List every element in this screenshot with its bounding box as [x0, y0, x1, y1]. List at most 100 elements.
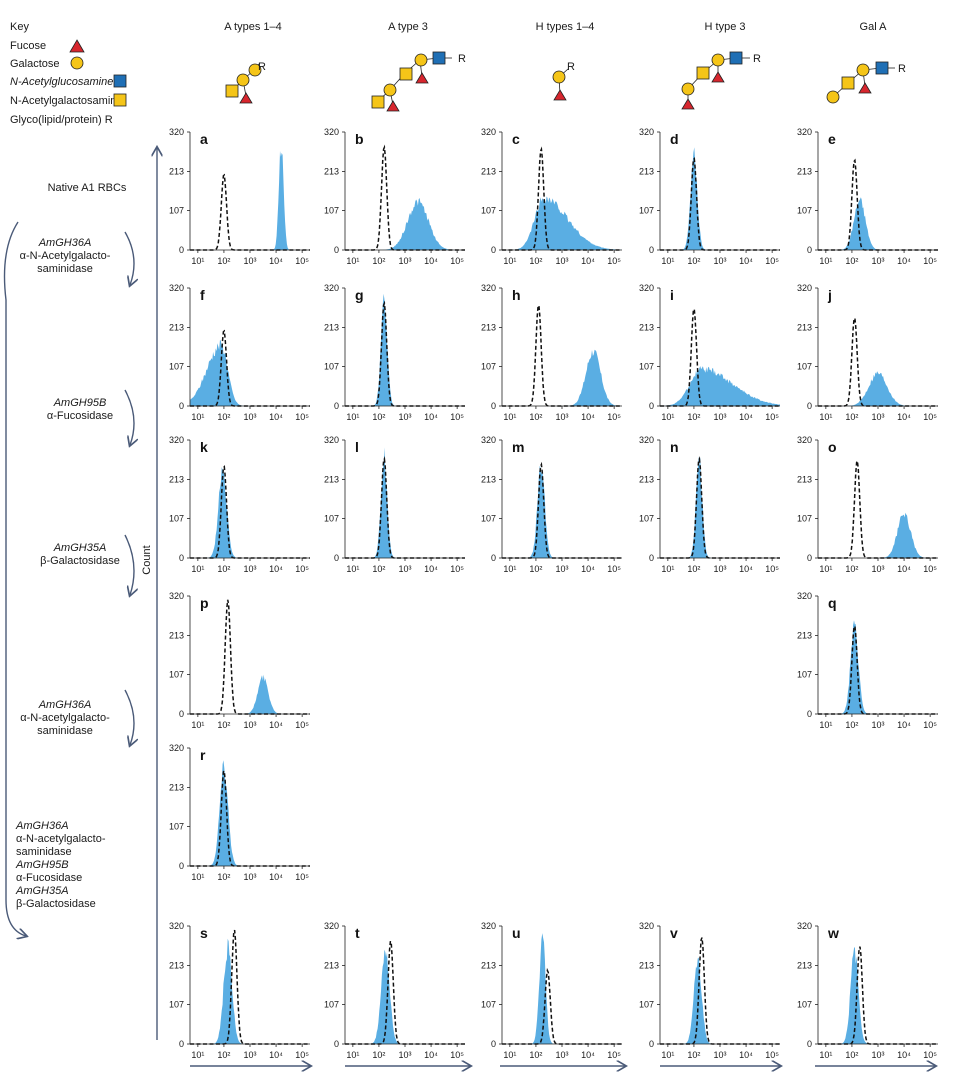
- panel-letter: a: [200, 131, 208, 147]
- row-label-amgh35a-activity: β-Galactosidase: [40, 555, 120, 567]
- x-tick-label: 10⁴: [739, 564, 753, 574]
- x-tick-label: 10¹: [503, 564, 516, 574]
- sample-histogram: [502, 196, 622, 250]
- x-tick-label: 10⁵: [607, 412, 621, 422]
- x-tick-label: 10²: [372, 1050, 385, 1060]
- x-tick-label: 10⁵: [295, 256, 309, 266]
- galnac-icon: [225, 84, 239, 98]
- control-histogram: [345, 300, 465, 407]
- x-tick-label: 10¹: [661, 412, 674, 422]
- x-tick-label: 10³: [871, 720, 884, 730]
- y-tick-label: 0: [179, 709, 184, 719]
- y-tick-label: 107: [324, 1000, 339, 1010]
- step-arrow: [124, 231, 134, 285]
- x-tick-label: 10⁵: [923, 256, 937, 266]
- y-tick-label: 320: [481, 283, 496, 293]
- x-tick-label: 10⁵: [923, 564, 937, 574]
- panel-letter: d: [670, 131, 679, 147]
- y-tick-label: 107: [169, 206, 184, 216]
- glycan-a-type3: [371, 51, 452, 112]
- y-tick-label: 213: [797, 474, 812, 484]
- y-tick-label: 107: [324, 206, 339, 216]
- control-histogram: [190, 929, 310, 1045]
- y-tick-label: 213: [639, 166, 654, 176]
- y-tick-label: 0: [334, 1039, 339, 1049]
- sample-histogram: [345, 293, 465, 406]
- x-tick-label: 10⁵: [765, 412, 779, 422]
- x-tick-label: 10⁵: [450, 564, 464, 574]
- y-tick-label: 213: [481, 474, 496, 484]
- y-tick-label: 320: [639, 283, 654, 293]
- row-label-combo-1: AmGH36A: [15, 820, 69, 832]
- histogram-panel-e: 0 107 213 320 10¹ 10² 10³ 10⁴ 10⁵ e: [797, 127, 938, 266]
- x-tick-label: 10³: [871, 256, 884, 266]
- x-tick-label: 10¹: [191, 564, 204, 574]
- step-arrow: [124, 689, 134, 745]
- x-tick-label: 10⁵: [295, 872, 309, 882]
- y-tick-label: 320: [324, 435, 339, 445]
- panel-letter: j: [827, 287, 832, 303]
- row-label-amgh36a-activity-cont: saminidase: [37, 263, 93, 275]
- x-tick-label: 10⁴: [269, 256, 283, 266]
- glycan-r-label: R: [258, 61, 266, 73]
- panel-letter: t: [355, 925, 360, 941]
- sample-histogram: [660, 456, 780, 558]
- y-tick-label: 107: [169, 670, 184, 680]
- glycan-r-label: R: [753, 53, 761, 65]
- x-tick-label: 10²: [845, 564, 858, 574]
- y-tick-label: 107: [324, 514, 339, 524]
- y-tick-label: 320: [324, 127, 339, 137]
- y-tick-label: 213: [169, 630, 184, 640]
- row-label-combo-7: β-Galactosidase: [16, 898, 96, 910]
- y-tick-label: 0: [491, 553, 496, 563]
- y-tick-label: 107: [481, 514, 496, 524]
- x-tick-label: 10²: [217, 872, 230, 882]
- y-tick-label: 213: [169, 782, 184, 792]
- histogram-panel-m: 0 107 213 320 10¹ 10² 10³ 10⁴ 10⁵ m: [481, 435, 622, 574]
- sample-histogram: [345, 949, 465, 1044]
- x-tick-label: 10³: [713, 1050, 726, 1060]
- x-tick-label: 10⁵: [607, 256, 621, 266]
- panel-letter: h: [512, 287, 521, 303]
- y-tick-label: 0: [179, 401, 184, 411]
- y-tick-label: 320: [169, 283, 184, 293]
- row-label-combo-5: α-Fucosidase: [16, 872, 82, 884]
- y-tick-label: 320: [797, 283, 812, 293]
- y-tick-label: 213: [169, 960, 184, 970]
- galactose-icon: [236, 73, 250, 87]
- y-tick-label: 0: [334, 245, 339, 255]
- fucose-icon: [239, 92, 253, 104]
- control-histogram: [818, 158, 938, 251]
- key-title: Key: [10, 21, 29, 33]
- x-tick-label: 10³: [555, 412, 568, 422]
- x-tick-label: 10¹: [191, 872, 204, 882]
- glcnac-icon: [113, 74, 127, 88]
- y-tick-label: 213: [169, 166, 184, 176]
- y-tick-label: 213: [797, 322, 812, 332]
- x-tick-label: 10⁵: [295, 564, 309, 574]
- control-histogram: [345, 940, 465, 1045]
- sample-histogram: [345, 447, 465, 558]
- histogram-panel-c: 0 107 213 320 10¹ 10² 10³ 10⁴ 10⁵ c: [481, 127, 622, 266]
- y-tick-label: 213: [481, 166, 496, 176]
- x-tick-label: 10¹: [661, 256, 674, 266]
- x-tick-label: 10⁵: [295, 412, 309, 422]
- row-label-amgh95b: AmGH95B: [53, 397, 107, 409]
- x-tick-label: 10²: [687, 1050, 700, 1060]
- y-tick-label: 320: [797, 591, 812, 601]
- x-tick-label: 10⁴: [581, 256, 595, 266]
- y-tick-label: 320: [481, 435, 496, 445]
- key-item-fucose-label: Fucose: [10, 40, 46, 52]
- x-tick-label: 10¹: [661, 1050, 674, 1060]
- panel-letter: q: [828, 595, 837, 611]
- x-tick-label: 10⁴: [897, 256, 911, 266]
- control-histogram: [818, 458, 938, 559]
- y-tick-label: 320: [639, 921, 654, 931]
- glycan-gal-a: [826, 61, 895, 104]
- y-tick-label: 0: [807, 553, 812, 563]
- x-tick-label: 10²: [372, 412, 385, 422]
- histogram-panel-h: 0 107 213 320 10¹ 10² 10³ 10⁴ 10⁵ h: [481, 283, 622, 422]
- sample-histogram: [190, 339, 310, 406]
- panel-letter: e: [828, 131, 836, 147]
- y-tick-label: 0: [334, 553, 339, 563]
